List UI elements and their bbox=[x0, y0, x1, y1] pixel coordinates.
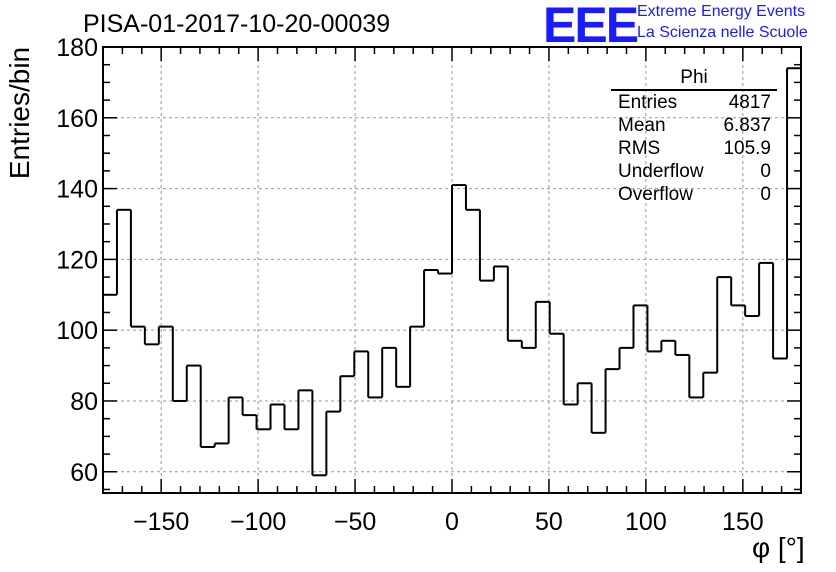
y-axis-label: Entries/bin bbox=[4, 46, 35, 180]
stats-label: Entries bbox=[618, 92, 678, 113]
stats-box: Phi Entries 4817 Mean 6.837 RMS 105.9 Un… bbox=[611, 67, 777, 206]
histogram-bin bbox=[283, 404, 299, 431]
histogram-bin bbox=[716, 276, 732, 373]
x-tick-label: −100 bbox=[230, 508, 286, 536]
x-tick-label: −150 bbox=[133, 508, 189, 536]
histogram-bin bbox=[688, 354, 704, 399]
histogram-bin bbox=[786, 67, 801, 359]
histogram-bin bbox=[674, 340, 690, 356]
y-tick-label: 140 bbox=[56, 176, 98, 204]
x-tick-label: 0 bbox=[445, 508, 459, 536]
histogram-bin bbox=[478, 209, 494, 282]
stats-row-mean: Mean 6.837 bbox=[611, 114, 777, 137]
stats-value: 0 bbox=[760, 184, 771, 205]
histogram-bin bbox=[129, 209, 145, 328]
histogram-bin bbox=[423, 269, 439, 327]
histogram-bin bbox=[381, 346, 397, 398]
histogram-bin bbox=[758, 261, 774, 317]
histogram-bin bbox=[492, 265, 508, 281]
histogram-bin bbox=[339, 375, 355, 412]
y-tick-label: 160 bbox=[56, 105, 98, 133]
stats-value: 4817 bbox=[728, 92, 771, 113]
stats-label: Mean bbox=[618, 115, 666, 136]
brand-line-1: Extreme Energy Events bbox=[637, 3, 806, 20]
histogram-bin bbox=[199, 365, 215, 448]
stats-value: 6.837 bbox=[723, 115, 771, 136]
axis-ticks bbox=[102, 46, 802, 493]
histogram-bin bbox=[590, 383, 606, 434]
histogram-bin bbox=[548, 301, 564, 335]
stats-row-rms: RMS 105.9 bbox=[611, 137, 777, 160]
histogram-bin bbox=[506, 266, 522, 342]
x-tick-label: 150 bbox=[722, 508, 764, 536]
histogram-bin bbox=[143, 326, 159, 346]
brand-line-2: La Scienza nelle Scuole bbox=[637, 24, 808, 41]
histogram-bin bbox=[730, 277, 746, 307]
stats-row-underflow: Underflow 0 bbox=[611, 160, 777, 183]
histogram-bin bbox=[464, 185, 480, 211]
histogram-bin bbox=[367, 351, 383, 399]
stats-label: Overflow bbox=[618, 184, 693, 205]
y-tick-label: 120 bbox=[56, 246, 98, 274]
histogram-bin bbox=[325, 410, 341, 476]
histogram-bin bbox=[744, 305, 760, 318]
histogram-bin bbox=[102, 293, 117, 493]
chart-title: PISA-01-2017-10-20-00039 bbox=[83, 10, 391, 38]
y-tick-label: 180 bbox=[56, 34, 98, 62]
histogram-bin bbox=[632, 304, 648, 348]
y-tick-label: 100 bbox=[56, 317, 98, 345]
histogram-bin bbox=[646, 305, 662, 353]
histogram-bin bbox=[255, 415, 271, 431]
histogram-bin bbox=[185, 364, 201, 401]
eee-logo: EEE bbox=[543, 0, 639, 53]
histogram-bin bbox=[772, 262, 788, 360]
histogram-bin bbox=[115, 208, 131, 295]
histogram-bin bbox=[562, 333, 578, 406]
stats-label: Underflow bbox=[618, 161, 704, 182]
stats-value: 0 bbox=[760, 161, 771, 182]
histogram-bin bbox=[604, 368, 620, 433]
histogram-bin bbox=[171, 326, 187, 402]
x-tick-label: 50 bbox=[535, 508, 563, 536]
x-axis-label: φ [°] bbox=[752, 532, 805, 563]
x-tick-label: −50 bbox=[334, 508, 376, 536]
x-tick-label: 100 bbox=[625, 508, 667, 536]
axis-tick-labels: −150 −100 −50 0 50 100 150 60 80 100 120 140 160 180 bbox=[56, 34, 763, 536]
stats-row-overflow: Overflow 0 bbox=[611, 183, 777, 206]
histogram-bin bbox=[520, 340, 536, 349]
histogram-bin bbox=[576, 382, 592, 405]
histogram-bin bbox=[213, 442, 229, 447]
histogram-bin bbox=[618, 346, 634, 370]
histogram-bin bbox=[353, 350, 369, 377]
histogram-bin bbox=[241, 397, 257, 417]
histogram-bin bbox=[451, 184, 466, 274]
histogram-bin bbox=[395, 347, 411, 388]
stats-label: RMS bbox=[618, 138, 661, 159]
histogram-bin bbox=[269, 403, 285, 430]
histogram-bin bbox=[227, 396, 243, 444]
histogram-bin bbox=[157, 325, 173, 345]
y-tick-label: 60 bbox=[70, 459, 98, 487]
histogram-bin bbox=[311, 390, 327, 477]
histogram-bin bbox=[534, 300, 550, 348]
stats-value: 105.9 bbox=[723, 138, 771, 159]
histogram-bin bbox=[297, 389, 313, 430]
histogram-bin bbox=[702, 371, 718, 398]
histogram-bin bbox=[437, 270, 452, 275]
histogram-bin bbox=[660, 339, 676, 352]
stats-box-title: Phi bbox=[611, 67, 777, 91]
histogram-bin bbox=[409, 325, 425, 387]
y-tick-label: 80 bbox=[70, 388, 98, 416]
stats-row-entries: Entries 4817 bbox=[611, 91, 777, 114]
